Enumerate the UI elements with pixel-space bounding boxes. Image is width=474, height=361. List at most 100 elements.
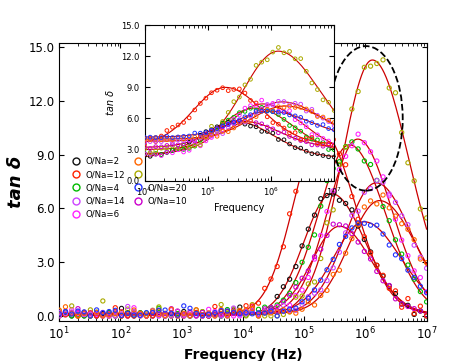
Point	[152, 139, 160, 144]
Point	[236, 94, 243, 100]
Point	[111, 313, 119, 319]
Point	[336, 159, 343, 165]
Point	[367, 198, 374, 204]
Point	[297, 105, 304, 110]
Point	[146, 136, 154, 142]
Point	[186, 309, 194, 315]
Point	[99, 313, 107, 319]
Point	[149, 310, 156, 316]
Point	[308, 151, 316, 157]
Point	[205, 313, 212, 319]
Point	[74, 306, 82, 312]
Point	[169, 143, 176, 149]
Point	[410, 237, 418, 243]
Point	[146, 151, 154, 157]
Point	[292, 264, 300, 269]
Point	[211, 313, 219, 319]
Point	[274, 104, 282, 110]
Point	[323, 193, 331, 199]
Point	[308, 109, 316, 114]
Point	[367, 149, 374, 155]
Point	[247, 97, 255, 103]
Point	[269, 109, 277, 114]
Point	[269, 126, 277, 132]
Point	[392, 288, 399, 294]
Point	[205, 313, 212, 319]
Point	[218, 313, 225, 319]
Point	[355, 88, 362, 94]
Point	[143, 313, 150, 319]
Point	[141, 141, 148, 147]
Point	[423, 290, 430, 296]
Point	[247, 105, 255, 111]
Point	[143, 313, 150, 319]
Point	[319, 97, 327, 103]
Point	[192, 313, 200, 319]
Point	[252, 107, 260, 113]
Point	[308, 135, 316, 140]
Point	[99, 313, 107, 319]
Point	[149, 313, 156, 319]
Point	[149, 313, 156, 319]
Point	[379, 204, 387, 209]
Point	[169, 148, 176, 153]
Point	[236, 120, 243, 126]
Point	[264, 57, 271, 63]
Point	[311, 302, 319, 308]
Point	[274, 121, 282, 127]
Point	[317, 126, 325, 132]
Point	[180, 136, 187, 142]
Point	[130, 310, 138, 316]
Point	[379, 174, 387, 180]
Point	[330, 108, 338, 113]
Point	[242, 307, 250, 313]
Point	[62, 304, 69, 310]
Point	[62, 311, 69, 317]
Point	[361, 234, 368, 240]
Point	[230, 121, 237, 126]
Point	[155, 313, 163, 319]
Point	[167, 306, 175, 312]
Point	[261, 309, 268, 315]
Point	[118, 313, 125, 319]
Point	[130, 313, 138, 319]
Point	[248, 309, 256, 315]
Point	[230, 114, 237, 120]
Point	[241, 121, 249, 127]
Point	[174, 146, 182, 152]
Point	[330, 143, 338, 148]
Point	[236, 119, 243, 125]
Point	[157, 137, 165, 143]
Point	[87, 313, 94, 319]
Point	[163, 128, 171, 134]
Point	[404, 160, 412, 166]
Point	[348, 236, 356, 242]
Point	[68, 310, 75, 316]
Point	[197, 132, 204, 138]
Point	[373, 201, 381, 207]
Point	[185, 145, 193, 151]
Point	[174, 313, 182, 319]
Point	[280, 137, 288, 143]
Point	[99, 309, 107, 315]
Point	[224, 310, 231, 316]
Point	[261, 310, 268, 316]
Point	[248, 309, 256, 314]
Point	[167, 313, 175, 319]
Point	[202, 134, 210, 140]
Point	[180, 149, 187, 155]
Point	[219, 123, 227, 129]
Point	[180, 138, 187, 144]
Point	[192, 307, 200, 313]
Point	[367, 162, 374, 168]
Point	[218, 302, 225, 308]
Point	[218, 306, 225, 312]
Point	[298, 275, 306, 281]
Point	[208, 135, 215, 140]
Point	[202, 138, 210, 144]
Point	[186, 313, 194, 319]
Point	[99, 313, 107, 319]
Point	[330, 127, 338, 133]
Point	[141, 151, 148, 157]
Point	[323, 209, 331, 214]
